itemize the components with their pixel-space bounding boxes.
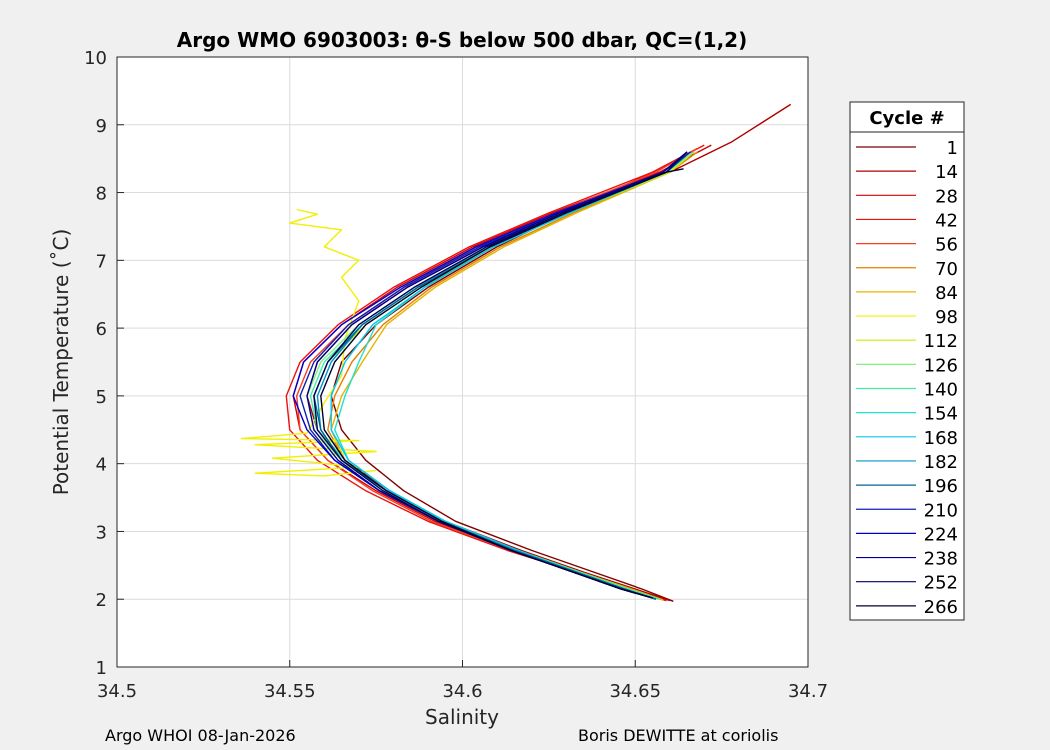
- series-line-cycle-266: [320, 168, 684, 599]
- legend-label: 1: [947, 138, 958, 159]
- x-tick-label: 34.6: [442, 681, 482, 702]
- footer-left-text: Argo WHOI 08-Jan-2026: [105, 726, 296, 745]
- legend-label: 196: [924, 476, 958, 497]
- legend-label: 70: [935, 259, 958, 280]
- legend-label: 14: [935, 162, 958, 183]
- y-tick-label: 7: [96, 251, 107, 272]
- plot-area: 34.5 34.55 34.6 34.65 34.7 1 2 3 4 5 6 7 8 9 10: [84, 48, 828, 702]
- legend-label: 168: [924, 428, 958, 449]
- y-tick-label: 10: [84, 48, 107, 69]
- legend-label: 28: [935, 186, 958, 207]
- legend-items: 1 14 28 42 56 70 84 98 112 126 140 154 168 182 196 210 2…: [856, 138, 958, 618]
- chart-title: Argo WMO 6903003: θ-S below 500 dbar, QC…: [177, 28, 747, 52]
- x-tick-label: 34.7: [788, 681, 828, 702]
- legend-label: 84: [935, 283, 958, 304]
- legend-title: Cycle #: [869, 108, 944, 129]
- x-tick-label: 34.55: [264, 681, 316, 702]
- legend: Cycle # 1 14 28 42 56 70 84 98 112 126 140 154 168 18…: [849, 101, 965, 621]
- y-tick-label: 1: [96, 658, 107, 679]
- y-tick-label: 9: [96, 116, 107, 137]
- y-tick-label: 3: [96, 522, 107, 543]
- ticks: 34.5 34.55 34.6 34.65 34.7 1 2 3 4 5 6 7 8 9 10: [84, 48, 828, 702]
- y-tick-label: 4: [96, 455, 107, 476]
- legend-label: 266: [924, 597, 958, 618]
- footer-right-text: Boris DEWITTE at coriolis: [578, 726, 778, 745]
- legend-label: 210: [924, 500, 958, 521]
- y-tick-label: 2: [96, 590, 107, 611]
- legend-label: 252: [924, 573, 958, 594]
- y-tick-label: 5: [96, 387, 107, 408]
- y-axis-label: Potential Temperature (˚C): [49, 229, 73, 496]
- y-tick-label: 8: [96, 184, 107, 205]
- legend-label: 140: [924, 380, 958, 401]
- series-layer: [240, 103, 792, 602]
- legend-label: 112: [924, 331, 958, 352]
- y-tick-label: 6: [96, 319, 107, 340]
- x-tick-label: 34.5: [97, 681, 137, 702]
- x-axis-label: Salinity: [425, 705, 499, 729]
- legend-label: 182: [924, 452, 958, 473]
- legend-label: 56: [935, 235, 958, 256]
- legend-label: 238: [924, 549, 958, 570]
- series-line-cycle-98: [240, 208, 377, 477]
- x-tick-label: 34.65: [609, 681, 661, 702]
- legend-label: 126: [924, 355, 958, 376]
- legend-label: 224: [924, 524, 958, 545]
- legend-label: 42: [935, 210, 958, 231]
- legend-label: 154: [924, 404, 958, 425]
- legend-label: 98: [935, 307, 958, 328]
